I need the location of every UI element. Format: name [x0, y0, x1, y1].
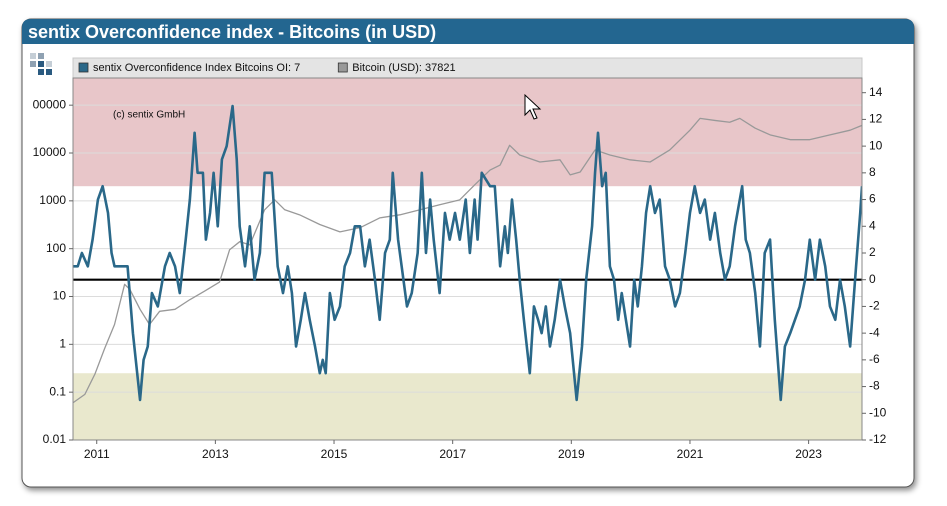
zone-band: [73, 78, 862, 187]
logo: [30, 53, 52, 75]
y2-tick-label: -8: [869, 379, 880, 393]
legend-label: sentix Overconfidence Index Bitcoins OI:…: [93, 62, 300, 74]
plot-border: [72, 77, 863, 441]
x-tick-label: 2013: [202, 447, 229, 461]
x-tick-label: 2021: [677, 447, 704, 461]
legend-label: Bitcoin (USD): 37821: [352, 62, 455, 74]
y-tick-label: 0.01: [43, 432, 67, 446]
chart-title: sentix Overconfidence index - Bitcoins (…: [28, 22, 436, 42]
data-line: [73, 117, 862, 404]
data-line: [73, 104, 862, 402]
y-tick-label: 1000: [39, 193, 66, 207]
y2-tick-label: -10: [869, 405, 887, 419]
title-bar: [22, 19, 914, 44]
x-tick-label: 2017: [439, 447, 466, 461]
y-tick-label: 0.1: [49, 384, 66, 398]
x-tick-label: 2023: [795, 447, 822, 461]
y2-tick-label: 14: [869, 85, 883, 99]
y2-tick-label: -4: [869, 325, 880, 339]
y2-tick-label: -2: [869, 299, 880, 313]
y-tick-label: 10000: [33, 145, 67, 159]
y2-tick-label: 4: [869, 218, 876, 232]
legend-swatch: [78, 62, 89, 73]
mouse-cursor: [524, 93, 542, 120]
x-tick-label: 2015: [321, 447, 348, 461]
copyright-annotation: (c) sentix GmbH: [113, 110, 185, 121]
y-tick-label: 00000: [33, 97, 67, 111]
x-tick-label: 2011: [84, 447, 110, 461]
y2-tick-label: -6: [869, 352, 880, 366]
y2-tick-label: -12: [869, 432, 887, 446]
x-tick-label: 2019: [558, 447, 585, 461]
y2-tick-label: 8: [869, 165, 876, 179]
y2-tick-label: 10: [869, 138, 883, 152]
y2-tick-label: 0: [869, 272, 876, 286]
y2-tick-label: 2: [869, 245, 876, 259]
zone-band: [73, 373, 862, 440]
y-tick-label: 10: [53, 289, 67, 303]
y-tick-label: 100: [46, 241, 66, 255]
plot-area: [73, 78, 862, 440]
y-tick-label: 1: [59, 337, 66, 351]
y2-tick-label: 12: [869, 112, 883, 126]
y2-tick-label: 6: [869, 192, 876, 206]
legend-swatch: [337, 62, 348, 73]
